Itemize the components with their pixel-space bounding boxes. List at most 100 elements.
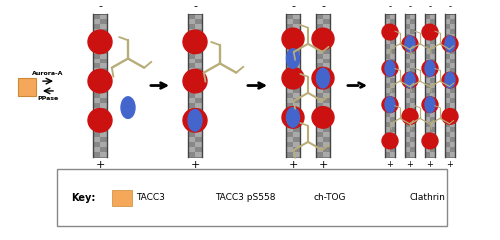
Bar — [405, 142, 410, 147]
Bar — [195, 83, 202, 88]
Bar — [286, 108, 293, 113]
Bar — [430, 142, 435, 147]
Bar — [405, 14, 415, 157]
Bar — [430, 132, 435, 137]
Bar — [385, 113, 390, 117]
Bar — [385, 49, 390, 54]
Bar — [390, 14, 395, 19]
Bar — [93, 63, 100, 68]
Bar — [293, 39, 300, 44]
Text: -: - — [388, 2, 392, 12]
Circle shape — [183, 30, 207, 54]
Bar — [430, 117, 435, 122]
Ellipse shape — [316, 68, 330, 88]
Bar — [445, 113, 450, 117]
Bar — [93, 108, 100, 113]
Bar — [390, 19, 395, 24]
Bar — [450, 73, 455, 78]
Bar — [316, 113, 323, 117]
Bar — [293, 88, 300, 93]
Bar — [316, 63, 323, 68]
Bar — [100, 78, 107, 83]
Bar — [195, 142, 202, 147]
Bar — [100, 49, 107, 54]
Bar — [450, 103, 455, 108]
Text: -: - — [408, 2, 412, 12]
Circle shape — [88, 30, 112, 54]
Bar — [385, 14, 390, 19]
Circle shape — [382, 24, 398, 40]
Bar — [286, 93, 293, 98]
Ellipse shape — [405, 72, 415, 88]
Bar — [410, 78, 415, 83]
Bar — [112, 190, 132, 206]
Text: TACC3: TACC3 — [136, 193, 165, 202]
Bar — [405, 108, 410, 113]
Bar — [390, 39, 395, 44]
Bar — [316, 93, 323, 98]
Bar — [93, 34, 100, 39]
Bar — [410, 34, 415, 39]
Bar — [195, 59, 202, 63]
Bar — [93, 147, 100, 152]
Bar — [100, 83, 107, 88]
Bar — [316, 78, 323, 83]
Bar — [93, 142, 100, 147]
Bar — [93, 103, 100, 108]
Bar — [323, 122, 330, 127]
Bar — [188, 132, 195, 137]
Bar — [450, 24, 455, 29]
Bar — [316, 49, 323, 54]
Bar — [430, 63, 435, 68]
Bar — [195, 122, 202, 127]
Bar — [100, 24, 107, 29]
Bar — [425, 34, 430, 39]
Bar — [100, 54, 107, 59]
Bar — [385, 122, 390, 127]
Bar — [425, 29, 430, 34]
Bar — [195, 49, 202, 54]
Text: TACC3 pS558: TACC3 pS558 — [215, 193, 276, 202]
Bar — [405, 122, 410, 127]
Bar — [430, 147, 435, 152]
Bar — [425, 59, 430, 63]
Bar — [93, 122, 100, 127]
Bar — [316, 59, 323, 63]
Bar — [100, 132, 107, 137]
Text: -: - — [98, 1, 102, 12]
Text: +: + — [426, 160, 434, 168]
Bar — [385, 137, 390, 142]
Circle shape — [442, 108, 458, 124]
Circle shape — [183, 69, 207, 93]
Circle shape — [422, 133, 438, 149]
Bar — [430, 78, 435, 83]
Bar — [188, 93, 195, 98]
Bar — [385, 14, 395, 157]
Bar — [430, 59, 435, 63]
Bar — [286, 132, 293, 137]
Bar — [410, 49, 415, 54]
Bar — [100, 142, 107, 147]
Bar — [316, 122, 323, 127]
Bar — [286, 59, 293, 63]
Bar — [323, 88, 330, 93]
Bar — [188, 88, 195, 93]
Bar — [410, 127, 415, 132]
Ellipse shape — [286, 49, 300, 68]
Bar — [385, 93, 390, 98]
Bar — [450, 44, 455, 49]
Bar — [100, 108, 107, 113]
Bar — [425, 147, 430, 152]
Bar — [93, 39, 100, 44]
Bar — [445, 132, 450, 137]
Bar — [385, 24, 390, 29]
Bar — [93, 117, 100, 122]
Bar — [450, 83, 455, 88]
Text: ch-TOG: ch-TOG — [313, 193, 346, 202]
Bar — [405, 152, 410, 157]
Bar — [445, 44, 450, 49]
Bar — [316, 108, 323, 113]
Bar — [390, 152, 395, 157]
Bar — [390, 142, 395, 147]
Bar — [188, 122, 195, 127]
